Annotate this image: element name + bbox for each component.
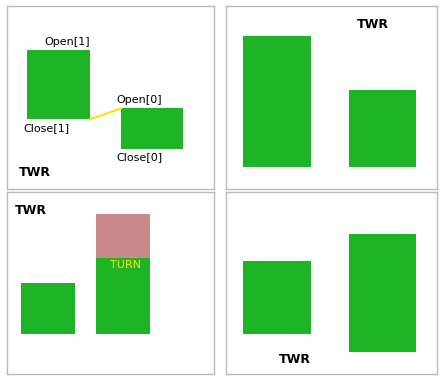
Text: TWR: TWR <box>357 18 389 31</box>
Text: TURN: TURN <box>110 260 140 270</box>
Bar <box>96 258 150 334</box>
Text: TWR: TWR <box>15 204 47 217</box>
Bar <box>96 214 150 258</box>
Bar <box>21 283 75 334</box>
Bar <box>28 50 90 119</box>
Bar <box>121 109 183 149</box>
Text: Open[0]: Open[0] <box>117 95 163 105</box>
Text: Open[1]: Open[1] <box>44 37 90 46</box>
Text: TWR: TWR <box>279 353 311 366</box>
Text: Close[0]: Close[0] <box>117 152 163 162</box>
Bar <box>243 261 311 334</box>
Bar <box>243 35 311 167</box>
Text: TWR: TWR <box>19 166 51 179</box>
Text: Close[1]: Close[1] <box>23 123 69 133</box>
Bar <box>349 234 416 352</box>
Bar <box>349 90 416 167</box>
